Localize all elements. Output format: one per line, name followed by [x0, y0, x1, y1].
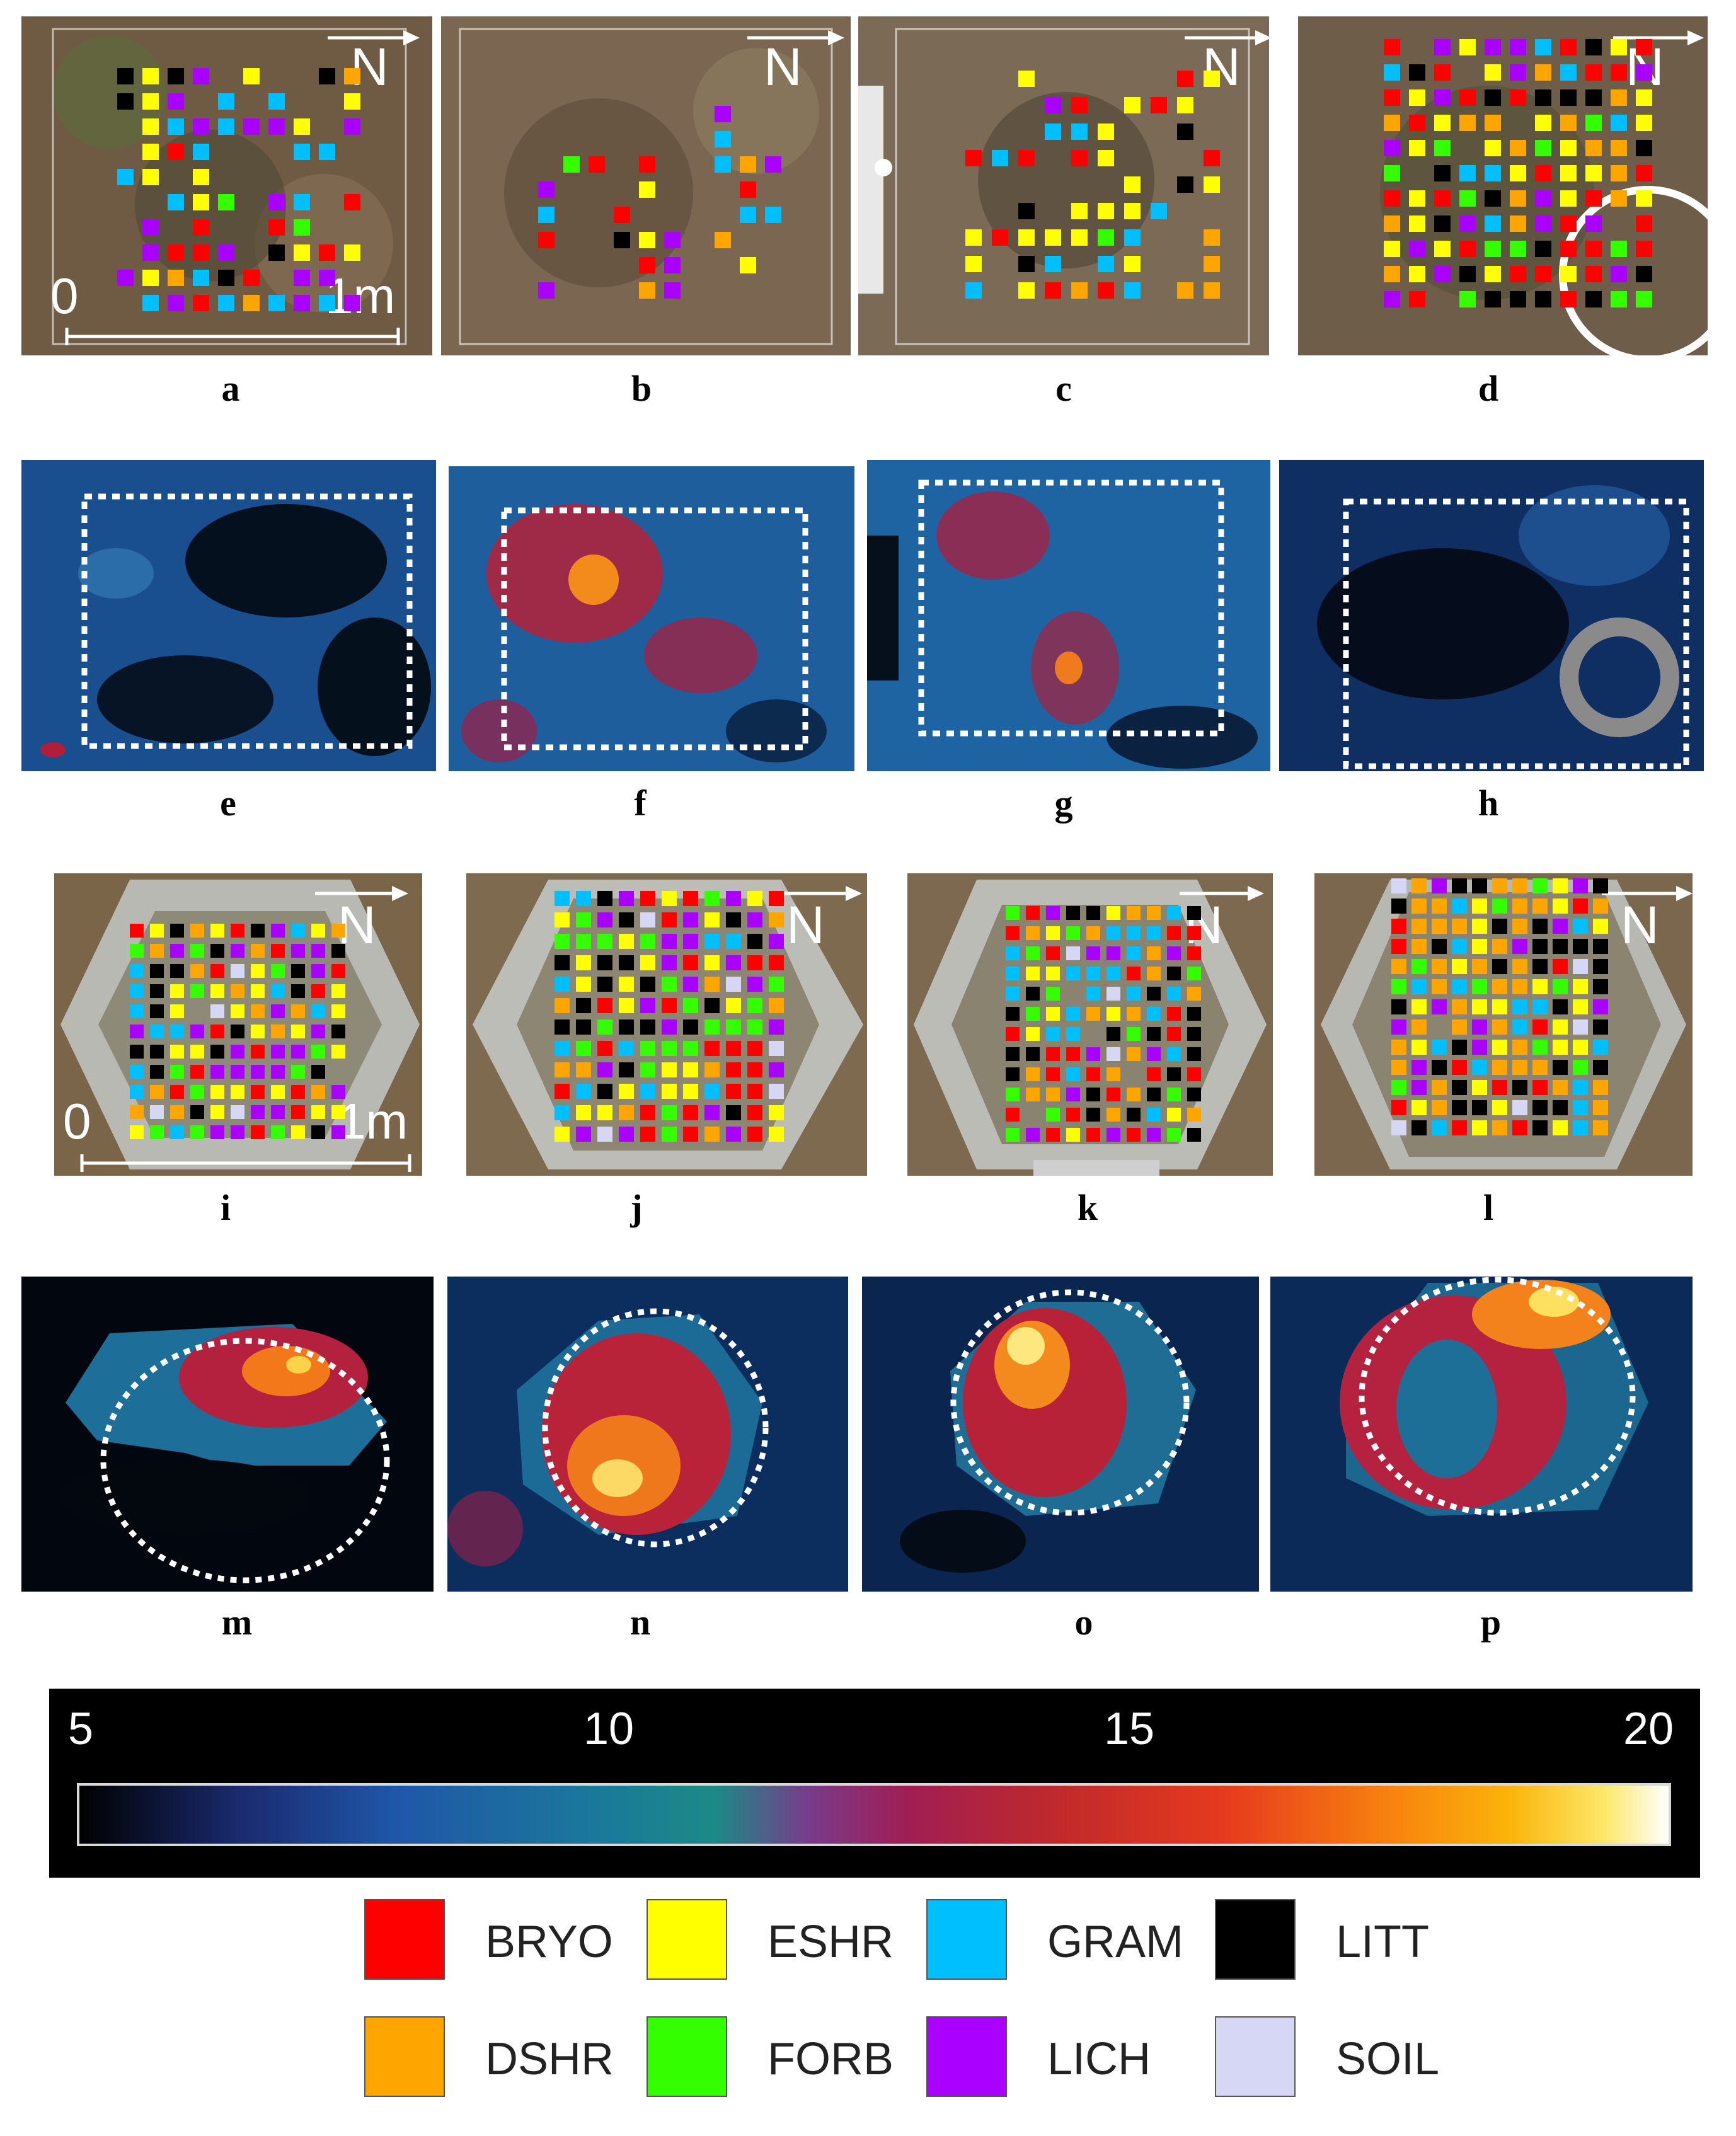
legend-swatch-litt	[1215, 1899, 1296, 1980]
colorbar-tick-label: 20	[1623, 1704, 1674, 1754]
temperature-colorbar: 5 10 15 20	[49, 1689, 1700, 1878]
legend-label-dshr: DSHR	[485, 2034, 614, 2084]
thermal-image	[1279, 460, 1704, 771]
scale-bar-start-label: 0	[63, 1093, 91, 1149]
legend-label-bryo: BRYO	[485, 1917, 613, 1967]
panel-f-thermal	[449, 466, 854, 771]
colorbar-tick-label: 10	[583, 1704, 635, 1754]
panel-e-thermal	[21, 460, 436, 771]
panel-m-thermal	[21, 1277, 434, 1592]
point-intercept-squares	[117, 39, 1652, 1142]
legend-swatch-bryo	[364, 1899, 445, 1980]
thermal-image	[447, 1277, 848, 1592]
legend-swatch-lich	[926, 2016, 1007, 2097]
legend-label-lich: LICH	[1047, 2034, 1151, 2084]
legend-swatch-soil	[1215, 2016, 1296, 2097]
legend-swatch-forb	[647, 2016, 727, 2097]
thermal-image	[449, 466, 854, 771]
panel-label-a: a	[221, 368, 240, 409]
panel-label-g: g	[1054, 783, 1073, 824]
panel-c-rgb	[858, 16, 1269, 355]
panel-label-m: m	[221, 1602, 253, 1643]
legend-label-forb: FORB	[767, 2034, 894, 2084]
legend-label-litt: LITT	[1336, 1917, 1430, 1967]
panel-label-c: c	[1055, 368, 1072, 409]
scale-bar-start-label: 0	[50, 268, 79, 324]
panel-label-f: f	[634, 783, 647, 824]
panel-label-d: d	[1478, 368, 1499, 409]
legend-label-soil: SOIL	[1336, 2034, 1440, 2084]
panel-label-b: b	[631, 368, 652, 409]
north-label: N	[764, 37, 802, 96]
panel-label-l: l	[1483, 1187, 1494, 1228]
panel-n-thermal	[447, 1277, 848, 1592]
panel-o-thermal	[862, 1277, 1259, 1592]
colorbar-tick-label: 5	[68, 1704, 94, 1754]
legend-swatch-gram	[926, 1899, 1007, 1980]
panel-p-thermal	[1270, 1277, 1693, 1592]
scale-bar-icon	[65, 328, 411, 1172]
ground-photo	[858, 16, 1269, 355]
legend-swatch-dshr	[364, 2016, 445, 2097]
north-arrow-icon	[315, 30, 1704, 901]
scale-bar-end-label: 1m	[338, 1093, 408, 1149]
panel-g-thermal	[867, 460, 1270, 771]
panel-label-k: k	[1077, 1187, 1098, 1228]
thermal-image	[21, 1277, 434, 1592]
panel-label-i: i	[220, 1187, 231, 1228]
thermal-image	[21, 460, 436, 771]
panel-label-h: h	[1478, 783, 1499, 824]
ring-icon	[1560, 617, 1679, 737]
legend-swatch-eshr	[647, 1899, 727, 1980]
thermal-image	[1270, 1277, 1693, 1592]
panel-label-o: o	[1074, 1602, 1093, 1643]
panel-label-p: p	[1480, 1602, 1502, 1643]
panel-h-thermal	[1279, 460, 1704, 771]
panel-label-e: e	[220, 783, 236, 824]
panel-label-n: n	[629, 1602, 651, 1643]
colorbar-gradient	[77, 1783, 1671, 1846]
legend-label-eshr: ESHR	[767, 1917, 894, 1967]
thermal-image	[867, 460, 1270, 771]
thermal-image	[862, 1277, 1259, 1592]
colorbar-tick-label: 15	[1104, 1704, 1155, 1754]
north-label: N	[786, 895, 825, 955]
legend-label-gram: GRAM	[1047, 1917, 1183, 1967]
panel-label-j: j	[630, 1187, 643, 1228]
north-label: N	[1621, 895, 1659, 955]
